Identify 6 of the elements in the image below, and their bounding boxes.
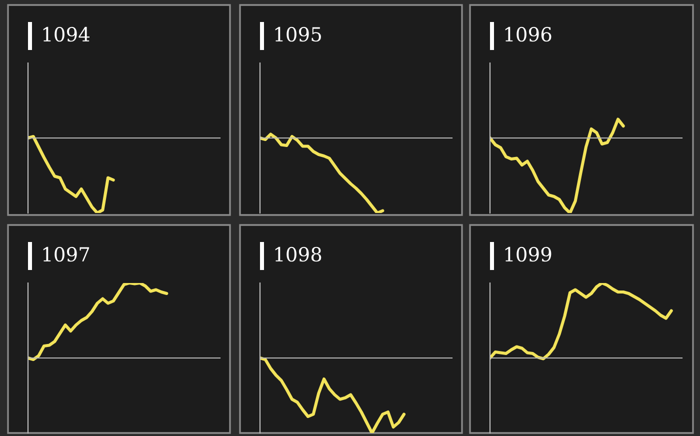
chart-title: 1097	[43, 246, 90, 262]
chart-title: 1095	[275, 26, 321, 42]
chart-title: 1099	[505, 246, 552, 262]
chart-title: 1094	[43, 26, 90, 42]
chart-title: 1096	[505, 26, 552, 42]
chart-title: 1098	[275, 246, 322, 262]
